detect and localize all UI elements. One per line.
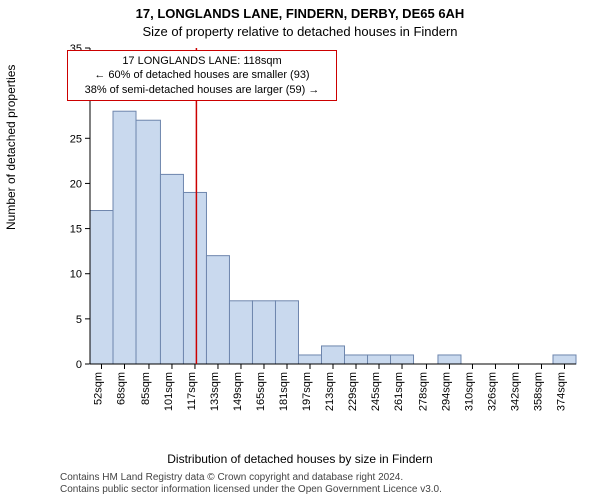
- annotation-line2: ← 60% of detached houses are smaller (93…: [74, 68, 330, 82]
- svg-text:181sqm: 181sqm: [278, 372, 290, 411]
- svg-text:5: 5: [76, 314, 82, 326]
- footer-line2: Contains public sector information licen…: [60, 484, 442, 495]
- chart-title-line1: 17, LONGLANDS LANE, FINDERN, DERBY, DE65…: [0, 6, 600, 21]
- svg-text:197sqm: 197sqm: [301, 372, 313, 411]
- x-axis-label: Distribution of detached houses by size …: [0, 452, 600, 466]
- annotation-line1: 17 LONGLANDS LANE: 118sqm: [74, 54, 330, 68]
- svg-text:85sqm: 85sqm: [140, 372, 152, 405]
- svg-text:117sqm: 117sqm: [186, 372, 198, 410]
- svg-text:278sqm: 278sqm: [417, 372, 429, 411]
- annotation-line3: 38% of semi-detached houses are larger (…: [74, 83, 330, 97]
- svg-text:149sqm: 149sqm: [232, 372, 244, 411]
- y-axis-label: Number of detached properties: [4, 65, 18, 230]
- svg-text:229sqm: 229sqm: [347, 372, 359, 411]
- svg-text:165sqm: 165sqm: [255, 372, 267, 411]
- svg-text:52sqm: 52sqm: [93, 372, 105, 405]
- svg-text:310sqm: 310sqm: [463, 372, 475, 411]
- chart-title-line2: Size of property relative to detached ho…: [0, 24, 600, 39]
- svg-text:374sqm: 374sqm: [555, 372, 567, 411]
- svg-text:261sqm: 261sqm: [393, 372, 405, 411]
- svg-text:326sqm: 326sqm: [486, 372, 498, 411]
- svg-text:245sqm: 245sqm: [370, 372, 382, 411]
- svg-text:0: 0: [76, 359, 82, 371]
- svg-text:342sqm: 342sqm: [509, 372, 521, 411]
- svg-text:68sqm: 68sqm: [116, 372, 128, 405]
- footer-line1: Contains HM Land Registry data © Crown c…: [60, 472, 403, 483]
- svg-text:20: 20: [70, 178, 82, 190]
- svg-text:10: 10: [70, 269, 82, 281]
- chart-svg: 0510152025303552sqm68sqm85sqm101sqm117sq…: [60, 44, 580, 424]
- annotation-box: 17 LONGLANDS LANE: 118sqm ← 60% of detac…: [67, 50, 337, 101]
- svg-text:358sqm: 358sqm: [532, 372, 544, 411]
- histogram-chart: 0510152025303552sqm68sqm85sqm101sqm117sq…: [60, 44, 580, 424]
- svg-text:15: 15: [70, 224, 82, 236]
- svg-text:213sqm: 213sqm: [324, 372, 336, 411]
- svg-text:101sqm: 101sqm: [163, 372, 175, 411]
- svg-text:294sqm: 294sqm: [440, 372, 452, 411]
- svg-text:25: 25: [70, 133, 82, 145]
- svg-text:133sqm: 133sqm: [209, 372, 221, 411]
